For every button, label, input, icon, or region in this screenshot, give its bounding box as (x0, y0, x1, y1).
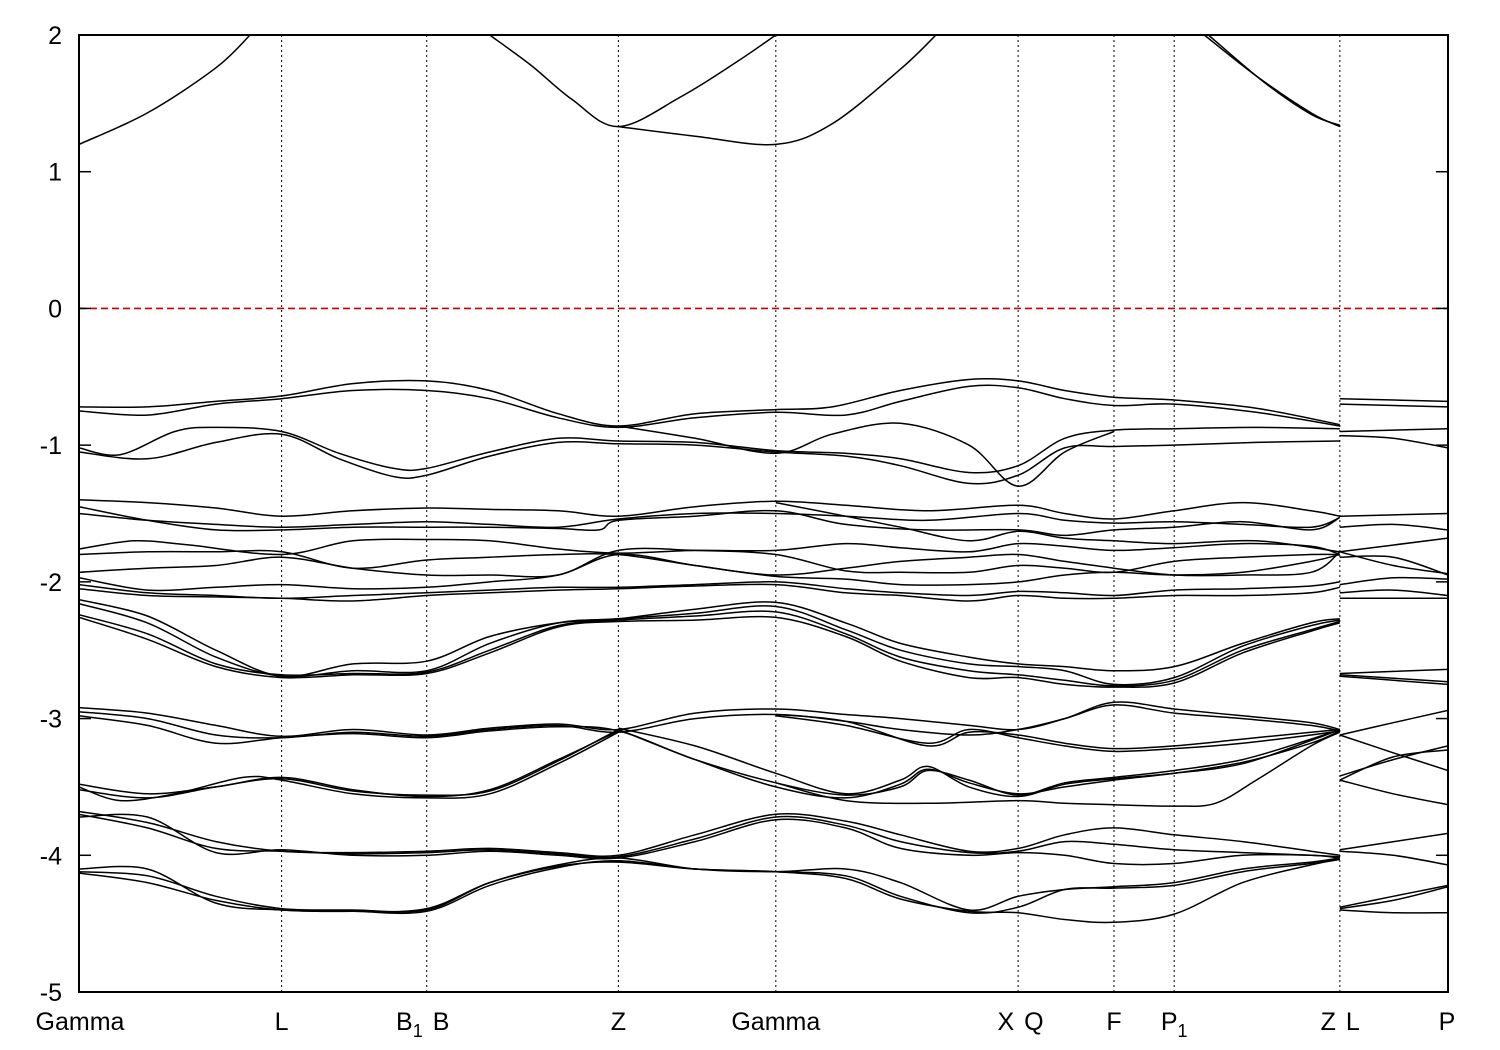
high-symmetry-grid (281, 35, 1341, 992)
band-line-11 (1339, 403, 1448, 408)
band-line-0 (79, 35, 251, 146)
band-line-25 (79, 583, 1340, 602)
y-tick-label: -4 (40, 842, 62, 870)
band-line-57 (79, 813, 1340, 866)
band-line-9 (618, 422, 1115, 487)
band-line-19 (1339, 523, 1448, 531)
band-line-46 (1339, 709, 1448, 736)
band-line-7 (79, 426, 1340, 474)
band-line-43 (618, 727, 1341, 798)
band-line-51 (79, 730, 619, 798)
band-line-65 (1339, 885, 1448, 910)
band-line-20 (79, 538, 1341, 556)
y-tick-label: 2 (48, 22, 62, 50)
x-tick-label-x: X (997, 1008, 1014, 1036)
band-line-28 (1339, 551, 1448, 575)
band-line-39 (79, 701, 1340, 738)
y-tick-label: -2 (40, 569, 62, 597)
band-line-34 (79, 610, 1341, 687)
band-line-5 (79, 378, 1340, 427)
band-line-53 (79, 728, 619, 799)
band-line-8 (79, 432, 1340, 485)
y-axis: 2 1 0 -1 -2 -3 -4 -5 (40, 22, 1448, 1007)
band-series (79, 35, 1448, 924)
band-line-55 (79, 810, 1340, 858)
band-line-16 (79, 505, 1341, 537)
band-line-64 (1339, 909, 1448, 914)
band-line-17 (775, 501, 1340, 553)
x-tick-label-p: P1 (1161, 1008, 1188, 1041)
band-line-37 (1339, 674, 1448, 683)
band-line-45 (775, 715, 1340, 753)
x-tick-label-b: B1 (396, 1008, 423, 1041)
band-line-2 (618, 35, 937, 146)
band-line-38 (1339, 675, 1448, 686)
band-line-47 (1339, 734, 1448, 772)
band-line-59 (1339, 850, 1448, 866)
y-tick-label: 1 (48, 159, 62, 187)
y-tick-label: -1 (40, 432, 62, 460)
x-axis: Gamma L B1 B Z Gamma X Q F P1 Z L P (36, 1008, 1456, 1041)
band-line-35 (79, 615, 1340, 688)
y-tick-label: -5 (40, 979, 62, 1007)
band-line-26 (1339, 537, 1448, 553)
x-tick-label-gamma: Gamma (731, 1008, 820, 1036)
y-tick-label: 0 (48, 295, 62, 323)
plot-frame (78, 34, 1449, 993)
x-tick-label-gamma: Gamma (36, 1008, 125, 1036)
y-tick-label: -3 (40, 706, 62, 734)
band-line-60 (79, 857, 1340, 913)
band-line-14 (79, 499, 1340, 520)
band-line-41 (79, 715, 1341, 796)
band-line-13 (1339, 434, 1448, 449)
band-line-49 (1339, 749, 1448, 781)
x-tick-label-q: Q (1024, 1008, 1043, 1036)
band-line-27 (1339, 555, 1448, 576)
x-tick-label-f: F (1106, 1008, 1121, 1036)
band-line-12 (1339, 427, 1448, 433)
band-line-1 (489, 35, 777, 128)
band-line-62 (79, 858, 1340, 924)
band-line-63 (1339, 884, 1448, 908)
band-line-36 (1339, 668, 1448, 675)
band-line-40 (79, 704, 1340, 739)
x-tick-label-l: L (275, 1008, 289, 1036)
band-line-48 (1339, 745, 1448, 777)
band-line-10 (1339, 397, 1448, 403)
band-line-29 (1339, 576, 1448, 586)
x-tick-label-l: L (1346, 1008, 1360, 1036)
band-line-18 (1339, 512, 1448, 517)
band-line-56 (79, 813, 1340, 859)
band-line-54 (775, 731, 1341, 807)
band-line-58 (1339, 832, 1448, 851)
x-tick-label-p: P (1439, 1008, 1456, 1036)
band-line-61 (79, 858, 1340, 915)
x-tick-label-b: B (433, 1008, 450, 1036)
band-line-42 (618, 728, 1341, 799)
band-line-22 (79, 547, 1340, 578)
band-line-30 (1339, 589, 1448, 597)
band-line-6 (79, 384, 1340, 429)
band-line-23 (79, 553, 1340, 592)
band-line-33 (79, 602, 1340, 686)
band-line-4 (1207, 35, 1341, 126)
x-tick-label-z: Z (1321, 1008, 1336, 1036)
band-line-50 (1339, 779, 1448, 806)
x-tick-label-z: Z (611, 1008, 626, 1036)
